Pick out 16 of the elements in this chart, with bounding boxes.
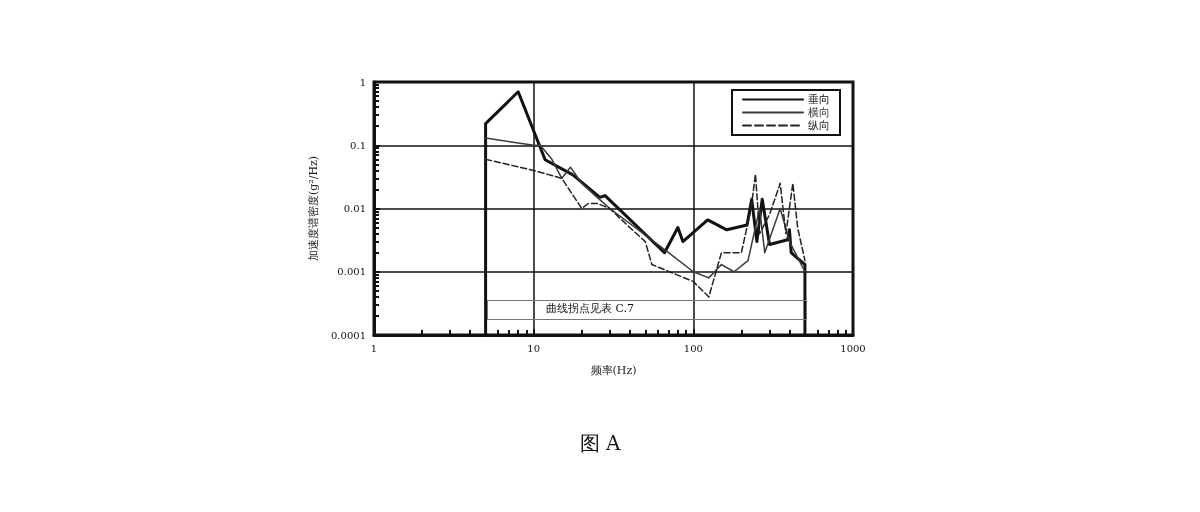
x-tick-label: 100 <box>683 342 703 354</box>
x-axis-title: 频率(Hz) <box>590 364 637 377</box>
y-tick-label: 0.01 <box>343 203 366 214</box>
y-tick-label: 0.001 <box>337 266 366 278</box>
x-tick-label: 10 <box>527 342 541 354</box>
y-tick-label: 0.1 <box>350 139 366 151</box>
text: 纵向 <box>808 119 830 132</box>
text: 垂向 <box>808 93 830 106</box>
y-axis-title: 加速度谱密度(g²/Hz) <box>307 155 320 262</box>
annotation: 曲线拐点见表 C.7 <box>488 301 806 319</box>
text: 横向 <box>808 106 830 119</box>
y-tick-label: 1 <box>359 76 366 88</box>
y-tick-label: 0.0001 <box>331 329 366 341</box>
x-tick-label: 1 <box>370 342 378 354</box>
x-tick-label: 1000 <box>840 342 866 354</box>
text: 图 A <box>579 431 621 455</box>
